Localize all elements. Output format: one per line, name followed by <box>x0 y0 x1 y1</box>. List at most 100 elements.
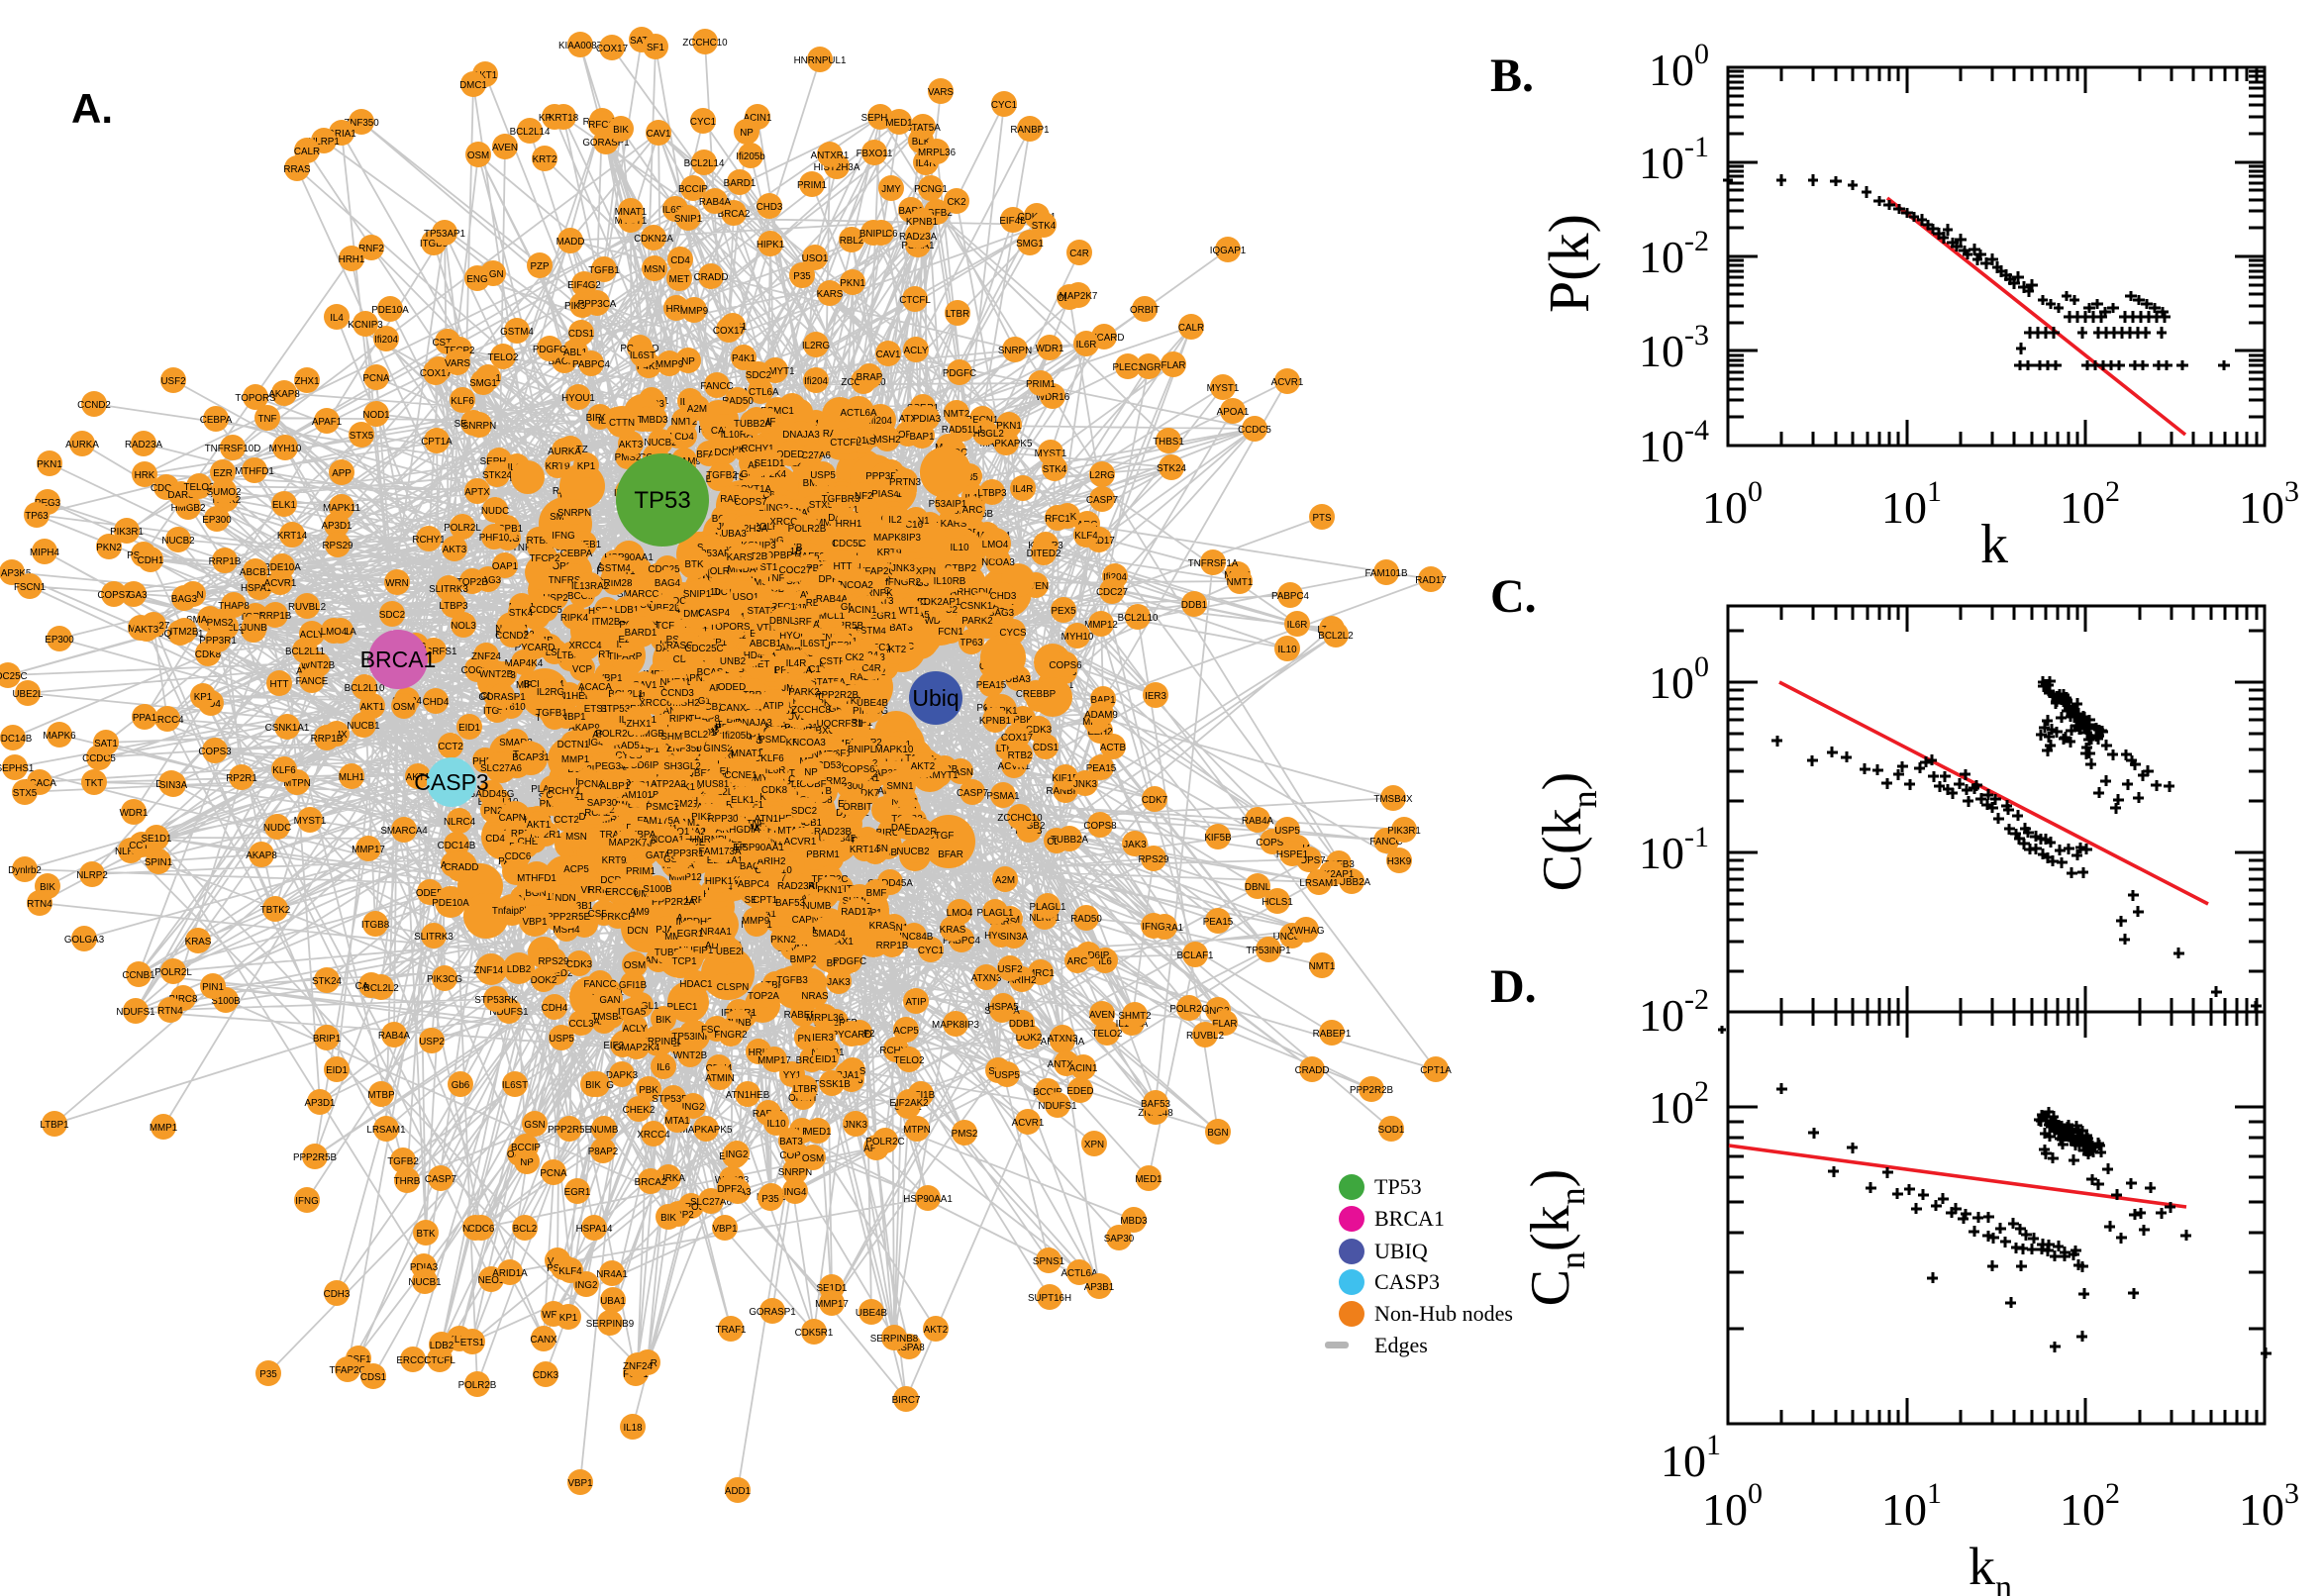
svg-text:Ifi204: Ifi204 <box>374 335 399 346</box>
svg-text:PLEC1: PLEC1 <box>1112 362 1143 373</box>
svg-text:PIK3CG: PIK3CG <box>564 301 600 312</box>
svg-text:RBL2: RBL2 <box>840 236 864 247</box>
svg-text:NMT1: NMT1 <box>1227 577 1254 588</box>
svg-text:PJA1: PJA1 <box>836 1070 858 1081</box>
svg-text:KLF6: KLF6 <box>451 396 474 407</box>
svg-text:NUCB2: NUCB2 <box>896 847 929 857</box>
svg-text:SUPT16H: SUPT16H <box>1028 1293 1071 1304</box>
svg-text:COPS3: COPS3 <box>1256 838 1289 848</box>
svg-text:PPP3R1: PPP3R1 <box>666 848 704 859</box>
svg-text:B.: B. <box>1490 50 1534 102</box>
svg-text:CCNB1: CCNB1 <box>122 970 154 981</box>
svg-text:KARS: KARS <box>817 289 844 300</box>
svg-text:IL10RB: IL10RB <box>934 576 966 587</box>
svg-text:DBNL: DBNL <box>1245 882 1271 893</box>
svg-text:AKT2: AKT2 <box>924 1325 949 1336</box>
svg-text:TNF: TNF <box>257 414 276 425</box>
svg-text:EIF4B: EIF4B <box>999 216 1027 227</box>
svg-text:ARC: ARC <box>1067 956 1088 967</box>
svg-text:ANTXR1: ANTXR1 <box>811 150 850 161</box>
svg-text:PDIA3: PDIA3 <box>913 414 942 425</box>
svg-text:LTBP3: LTBP3 <box>977 488 1007 499</box>
svg-text:HSPB1: HSPB1 <box>491 524 523 535</box>
svg-text:RAD17: RAD17 <box>841 907 872 918</box>
svg-text:CCNE1: CCNE1 <box>724 770 757 781</box>
svg-text:DDB1: DDB1 <box>1009 1019 1035 1030</box>
svg-text:JNK3: JNK3 <box>844 1120 868 1131</box>
svg-text:EDED: EDED <box>1066 1086 1093 1097</box>
svg-text:MRPL36: MRPL36 <box>806 1013 845 1024</box>
svg-text:BAT3: BAT3 <box>779 1137 803 1147</box>
svg-text:CTCFL: CTCFL <box>424 1355 455 1366</box>
svg-text:MLH1: MLH1 <box>339 772 364 783</box>
svg-text:ING2: ING2 <box>1207 1006 1230 1017</box>
svg-text:CAV1: CAV1 <box>647 129 671 140</box>
svg-text:USO1: USO1 <box>802 253 829 264</box>
svg-text:THAP8: THAP8 <box>218 601 250 612</box>
svg-text:MAP2K7: MAP2K7 <box>609 838 648 848</box>
svg-text:DOK2: DOK2 <box>1016 1033 1043 1044</box>
svg-text:XRCC4: XRCC4 <box>568 641 602 651</box>
svg-text:CCL3: CCL3 <box>568 1019 594 1030</box>
svg-text:SAP30: SAP30 <box>587 798 618 809</box>
svg-text:POLR2C: POLR2C <box>1169 1004 1208 1015</box>
svg-text:MNAT1: MNAT1 <box>731 748 762 759</box>
svg-text:APTX: APTX <box>464 487 490 498</box>
svg-text:STP53RK: STP53RK <box>652 1094 695 1105</box>
svg-text:MMP12: MMP12 <box>1084 620 1118 631</box>
svg-text:AP3D1: AP3D1 <box>304 1098 335 1109</box>
svg-text:ACACA: ACACA <box>578 682 612 693</box>
svg-text:TSSK1B: TSSK1B <box>813 1079 851 1090</box>
svg-text:BCCIP: BCCIP <box>511 1143 541 1153</box>
svg-text:PIK3R1: PIK3R1 <box>110 527 144 538</box>
svg-text:ACTL6A: ACTL6A <box>1060 1268 1097 1279</box>
svg-text:SRF: SRF <box>792 617 812 628</box>
svg-text:AKT3: AKT3 <box>135 625 159 636</box>
svg-text:STAT5A: STAT5A <box>905 123 941 134</box>
svg-text:LTBP1: LTBP1 <box>40 1120 68 1131</box>
svg-text:PBRM1: PBRM1 <box>806 849 840 860</box>
svg-text:MAP4K4: MAP4K4 <box>505 658 544 669</box>
svg-text:GFI1B: GFI1B <box>619 980 648 991</box>
svg-text:TELO2: TELO2 <box>183 482 214 493</box>
svg-text:TGFBR3: TGFBR3 <box>822 494 860 505</box>
svg-text:BAF53: BAF53 <box>1141 1099 1171 1110</box>
svg-text:JAK3: JAK3 <box>1123 840 1147 850</box>
svg-text:IL6: IL6 <box>656 1062 670 1073</box>
svg-text:NUMB: NUMB <box>590 1125 619 1136</box>
svg-text:PEA15: PEA15 <box>1086 763 1117 774</box>
svg-text:CYC1: CYC1 <box>918 946 944 956</box>
svg-text:MMP9: MMP9 <box>742 916 769 927</box>
svg-text:SERPINB9: SERPINB9 <box>586 1319 634 1330</box>
svg-text:MMP17: MMP17 <box>815 1299 849 1310</box>
svg-text:SEPHS1: SEPHS1 <box>0 763 34 774</box>
svg-text:PYCARD: PYCARD <box>832 1030 872 1041</box>
svg-text:KRAS: KRAS <box>185 937 212 948</box>
svg-text:PEG3: PEG3 <box>35 498 61 509</box>
svg-text:PBK: PBK <box>1013 715 1033 726</box>
svg-text:SMG1: SMG1 <box>1016 239 1044 249</box>
svg-text:CDC6: CDC6 <box>468 1224 495 1235</box>
svg-text:AURKA: AURKA <box>548 447 581 457</box>
svg-text:NMT1: NMT1 <box>1309 961 1336 972</box>
svg-text:LMO4: LMO4 <box>982 540 1009 550</box>
svg-text:POLR2L: POLR2L <box>444 523 481 534</box>
svg-text:DCN: DCN <box>627 926 648 937</box>
svg-text:NOL3: NOL3 <box>451 621 476 632</box>
svg-text:CHEK2: CHEK2 <box>623 1105 656 1116</box>
svg-text:MIPH4: MIPH4 <box>30 548 59 558</box>
svg-text:CYC1: CYC1 <box>690 117 716 128</box>
svg-text:KLF4: KLF4 <box>558 1266 582 1277</box>
svg-text:SNRPN: SNRPN <box>557 508 591 519</box>
svg-text:CEBPA: CEBPA <box>560 549 593 559</box>
svg-text:BIK: BIK <box>40 882 55 893</box>
svg-text:SPIN1: SPIN1 <box>145 857 172 868</box>
svg-text:TP53: TP53 <box>1374 1174 1422 1199</box>
svg-text:KP1: KP1 <box>559 1313 578 1324</box>
svg-text:MNAT1: MNAT1 <box>615 207 647 218</box>
svg-text:RANBP1: RANBP1 <box>1010 125 1049 136</box>
svg-text:SOD1: SOD1 <box>1378 1125 1405 1136</box>
svg-text:CDC27: CDC27 <box>1096 587 1128 598</box>
svg-text:MMP1: MMP1 <box>150 1123 177 1134</box>
svg-text:CPT1A: CPT1A <box>421 437 453 448</box>
